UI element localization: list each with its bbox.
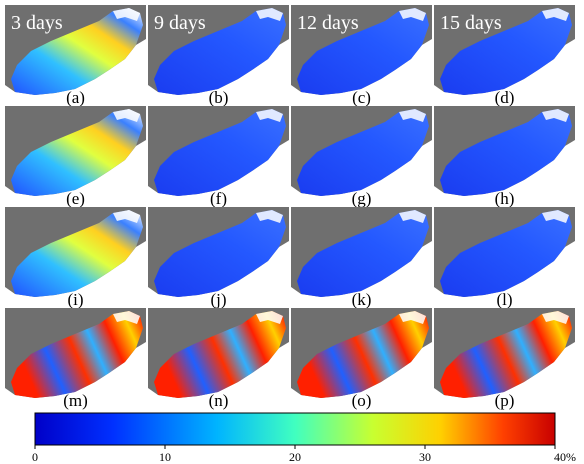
map-panel: (i) <box>5 207 146 309</box>
panel-label: (b) <box>209 88 229 107</box>
panel-label: (i) <box>67 290 83 309</box>
tick-label: 0 <box>32 450 38 464</box>
panel-label: (m) <box>63 391 88 410</box>
panel-label: (a) <box>66 88 85 107</box>
tick-label: 40% <box>554 450 576 464</box>
map-panel: 3 days (a) <box>5 5 146 107</box>
tick-label: 20 <box>289 450 301 464</box>
colorbar <box>35 413 555 445</box>
map-panel: (m) <box>5 308 146 410</box>
map-panel: (p) <box>434 308 575 410</box>
panel-label: (l) <box>496 290 512 309</box>
panel-label: (e) <box>66 189 85 208</box>
map-panel: (l) <box>434 207 575 309</box>
panel-label: (d) <box>495 88 515 107</box>
map-panel: (f) <box>148 106 289 208</box>
tick-label: 10 <box>159 450 171 464</box>
column-title: 15 days <box>440 12 502 34</box>
column-title: 9 days <box>154 12 206 34</box>
map-panel: (g) <box>291 106 432 208</box>
map-panel: 15 days (d) <box>434 5 575 107</box>
figure: 3 days (a) 9 days (b) 12 days (c) 15 days (d) (e… <box>0 0 584 464</box>
panel-label: (h) <box>495 189 515 208</box>
panel-label: (p) <box>495 391 515 410</box>
tick-label: 30 <box>419 450 431 464</box>
panel-label: (g) <box>352 189 372 208</box>
map-panel: 12 days (c) <box>291 5 432 107</box>
panel-label: (o) <box>352 391 372 410</box>
panel-label: (c) <box>352 88 371 107</box>
map-panel: (e) <box>5 106 146 208</box>
panel-label: (k) <box>352 290 372 309</box>
map-panel: (k) <box>291 207 432 309</box>
panel-label: (j) <box>210 290 226 309</box>
panel-label: (f) <box>210 189 227 208</box>
map-panel: (o) <box>291 308 432 410</box>
panel-label: (n) <box>209 391 229 410</box>
column-title: 12 days <box>297 12 359 34</box>
map-panel: 9 days (b) <box>148 5 289 107</box>
column-title: 3 days <box>11 12 63 34</box>
map-panel: (h) <box>434 106 575 208</box>
map-panel: (n) <box>148 308 289 410</box>
map-panel: (j) <box>148 207 289 309</box>
